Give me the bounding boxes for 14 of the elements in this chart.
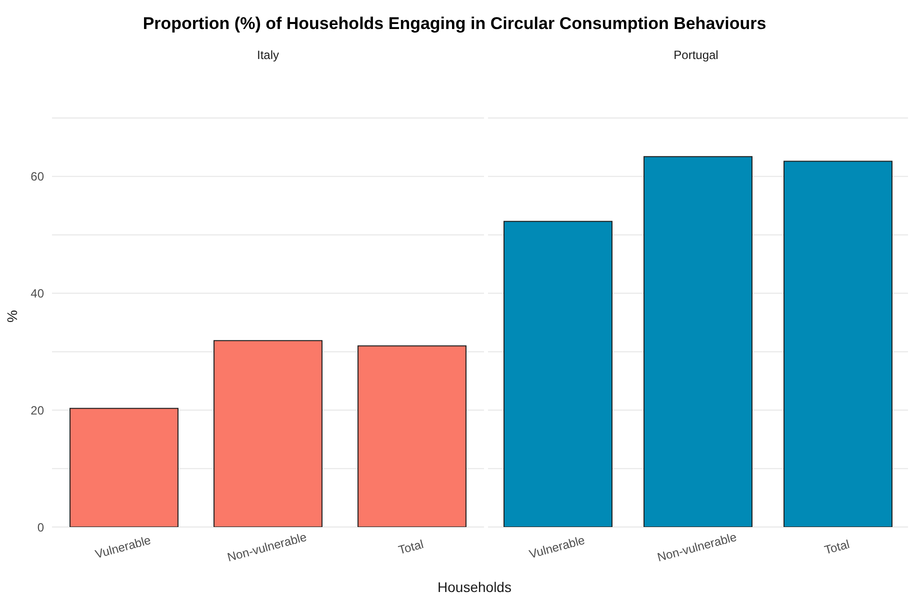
chart-subtitle: Portugal (672, 48, 720, 64)
bar (70, 408, 178, 527)
y-tick-label: 40 (30, 286, 44, 301)
y-tick-label: 60 (30, 170, 44, 184)
x-tick-label: Total (822, 537, 852, 558)
chart-title: Proportion (%) of Households Engaging in Circular Consumption Behaviours (142, 14, 768, 35)
chart-subtitle: Italy (256, 48, 280, 64)
bar (358, 345, 466, 527)
x-axis-title: Households (436, 579, 512, 595)
bar (214, 340, 322, 527)
y-tick-label: 20 (30, 403, 44, 418)
y-axis-title: % (4, 310, 20, 322)
y-tick-label: 0 (37, 520, 44, 534)
x-tick-label: Total (396, 537, 426, 558)
